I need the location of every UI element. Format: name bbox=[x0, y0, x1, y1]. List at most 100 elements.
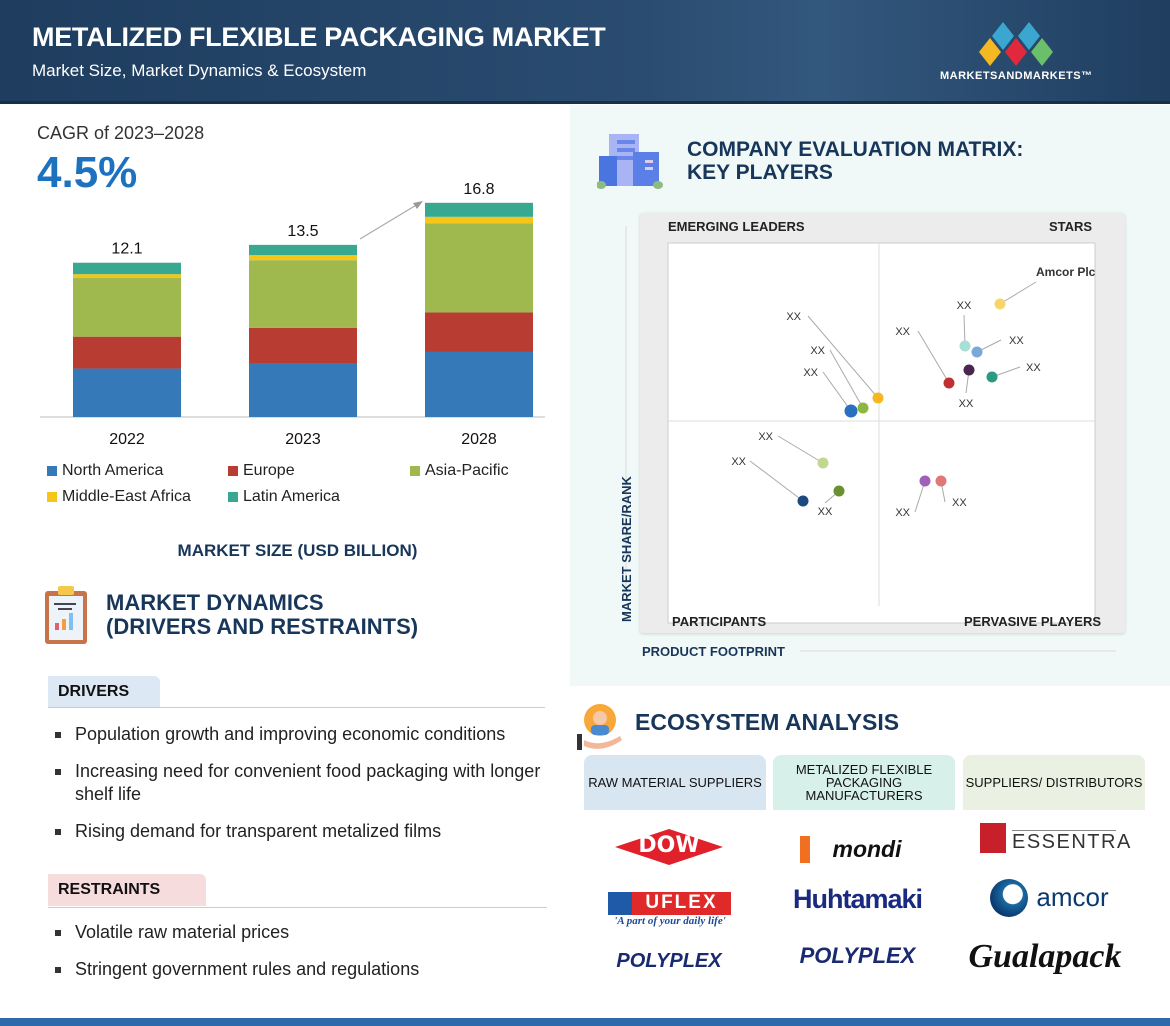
bar-segment-europe bbox=[249, 327, 357, 364]
x-tick-label: 2023 bbox=[285, 431, 321, 448]
page-subtitle: Market Size, Market Dynamics & Ecosystem bbox=[32, 61, 367, 80]
restraint-item: Volatile raw material prices bbox=[55, 921, 545, 944]
bar-segment-asia-pacific bbox=[425, 223, 533, 313]
building-icon bbox=[597, 134, 663, 189]
legend-item: Europe bbox=[228, 462, 295, 480]
company-dot bbox=[994, 298, 1006, 310]
bar-segment-latin-america bbox=[425, 202, 533, 217]
company-label: XX bbox=[731, 456, 746, 468]
company-label: XX bbox=[818, 506, 833, 518]
driver-item: Increasing need for convenient food pack… bbox=[55, 760, 545, 806]
bar-segment-latin-america bbox=[249, 244, 357, 256]
dynamics-title: MARKET DYNAMICS (DRIVERS AND RESTRAINTS) bbox=[106, 591, 418, 639]
gualapack-logo: Gualapack bbox=[968, 938, 1122, 975]
bar-total-label: 13.5 bbox=[287, 223, 318, 240]
restraints-tag: RESTRAINTS bbox=[48, 874, 206, 906]
driver-item: Rising demand for transparent metalized … bbox=[55, 820, 545, 843]
amcor-logo: amcor bbox=[1036, 882, 1109, 912]
legend-swatch bbox=[228, 466, 238, 476]
quadrant-pervasive-players: PERVASIVE PLAYERS bbox=[964, 614, 1102, 629]
company-dot bbox=[797, 495, 809, 507]
legend-swatch bbox=[47, 492, 57, 502]
matrix-title: COMPANY EVALUATION MATRIX: KEY PLAYERS bbox=[687, 138, 1023, 184]
company-label: XX bbox=[1026, 362, 1041, 374]
legend-label: Middle-East Africa bbox=[62, 488, 191, 505]
bar-segment-middle-east-africa bbox=[425, 216, 533, 224]
leader-line bbox=[822, 371, 852, 412]
bar-segment-asia-pacific bbox=[249, 260, 357, 328]
quadrant-participants: PARTICIPANTS bbox=[672, 614, 767, 629]
market-size-chart: 12.1 2022 13.5 2023 16.8 2028 bbox=[40, 181, 545, 448]
divider bbox=[48, 907, 547, 908]
cagr-label: CAGR of 2023–2028 bbox=[37, 123, 205, 143]
legend-swatch bbox=[228, 492, 238, 502]
company-dot bbox=[943, 377, 955, 389]
company-label: XX bbox=[786, 311, 801, 323]
x-tick-label: 2028 bbox=[461, 431, 497, 448]
y-axis-label: MARKET SHARE/RANK bbox=[619, 476, 634, 622]
legend-swatch bbox=[410, 466, 420, 476]
dynamics-title-line1: MARKET DYNAMICS bbox=[106, 590, 324, 615]
bar-total-label: 12.1 bbox=[111, 241, 142, 258]
bar-segment-europe bbox=[425, 312, 533, 352]
matrix-plot-area bbox=[667, 242, 1096, 624]
ecosystem-title: ECOSYSTEM ANALYSIS bbox=[635, 709, 900, 735]
x-tick-label: 2022 bbox=[109, 431, 145, 448]
company-dot bbox=[872, 392, 884, 404]
dow-logo-text: DOW bbox=[638, 833, 700, 858]
company-label: XX bbox=[952, 497, 967, 509]
legend-label: Europe bbox=[243, 462, 295, 479]
polyplex-logo: POLYPLEX bbox=[799, 943, 916, 968]
dynamics-title-line2: (DRIVERS AND RESTRAINTS) bbox=[106, 614, 419, 639]
drivers-tag: DRIVERS bbox=[48, 676, 160, 708]
arrow-head-icon bbox=[413, 201, 423, 209]
company-dot bbox=[959, 340, 971, 352]
company-dot bbox=[986, 371, 998, 383]
company-dot bbox=[833, 485, 845, 497]
bar-segment-middle-east-africa bbox=[73, 274, 181, 279]
bar-segment-north-america bbox=[73, 368, 181, 417]
huhtamaki-logo: Huhtamaki bbox=[792, 884, 923, 914]
bar-total-label: 16.8 bbox=[463, 181, 494, 198]
restraint-item: Stringent government rules and regulatio… bbox=[55, 958, 545, 981]
company-dot bbox=[971, 346, 983, 358]
leader-line bbox=[917, 330, 950, 384]
divider bbox=[48, 707, 545, 708]
legend-label: North America bbox=[62, 462, 164, 479]
footer-bar bbox=[0, 1018, 1170, 1026]
bar-segment-north-america bbox=[249, 363, 357, 417]
legend-item: North America bbox=[47, 462, 163, 480]
clipboard-chart-icon bbox=[45, 586, 87, 644]
bar-segment-asia-pacific bbox=[73, 278, 181, 337]
company-label: XX bbox=[957, 300, 972, 312]
company-label: XX bbox=[895, 507, 910, 519]
bar-segment-north-america bbox=[425, 351, 533, 417]
uflex-tagline: 'A part of your daily life' bbox=[614, 915, 726, 927]
essentra-mark-icon bbox=[980, 823, 1006, 853]
company-dot bbox=[817, 457, 829, 469]
matrix-title-line1: COMPANY EVALUATION MATRIX: bbox=[687, 138, 1024, 161]
eco-header-manufacturers: METALIZED FLEXIBLE PACKAGING MANUFACTURE… bbox=[773, 755, 955, 810]
legend-item: Middle-East Africa bbox=[47, 488, 191, 506]
brand-logo-icon bbox=[979, 22, 1053, 66]
matrix-title-line2: KEY PLAYERS bbox=[687, 161, 833, 184]
leader-line bbox=[999, 281, 1037, 305]
legend-label: Asia-Pacific bbox=[425, 462, 509, 479]
quadrant-stars: STARS bbox=[1049, 219, 1093, 234]
x-axis-label: PRODUCT FOOTPRINT bbox=[642, 644, 785, 659]
cagr-value: 4.5% bbox=[37, 148, 138, 197]
company-label: XX bbox=[1009, 335, 1024, 347]
company-label: XX bbox=[810, 345, 825, 357]
legend-item: Latin America bbox=[228, 488, 340, 506]
bar-segment-latin-america bbox=[73, 262, 181, 275]
person-hand-icon bbox=[577, 704, 622, 750]
company-label: XX bbox=[895, 326, 910, 338]
essentra-logo: ESSENTRA bbox=[1012, 830, 1132, 853]
leader-line bbox=[749, 460, 804, 502]
bar-segment-middle-east-africa bbox=[249, 255, 357, 261]
brand-name: MARKETSANDMARKETS™ bbox=[940, 70, 1093, 82]
company-dot bbox=[935, 475, 947, 487]
evaluation-matrix: Amcor Plc XX XX XX XX XX XX XX XX XX XX XX XX XX bbox=[625, 226, 1116, 652]
amcor-mark-icon bbox=[990, 879, 1028, 917]
legend-item: Asia-Pacific bbox=[410, 462, 509, 480]
